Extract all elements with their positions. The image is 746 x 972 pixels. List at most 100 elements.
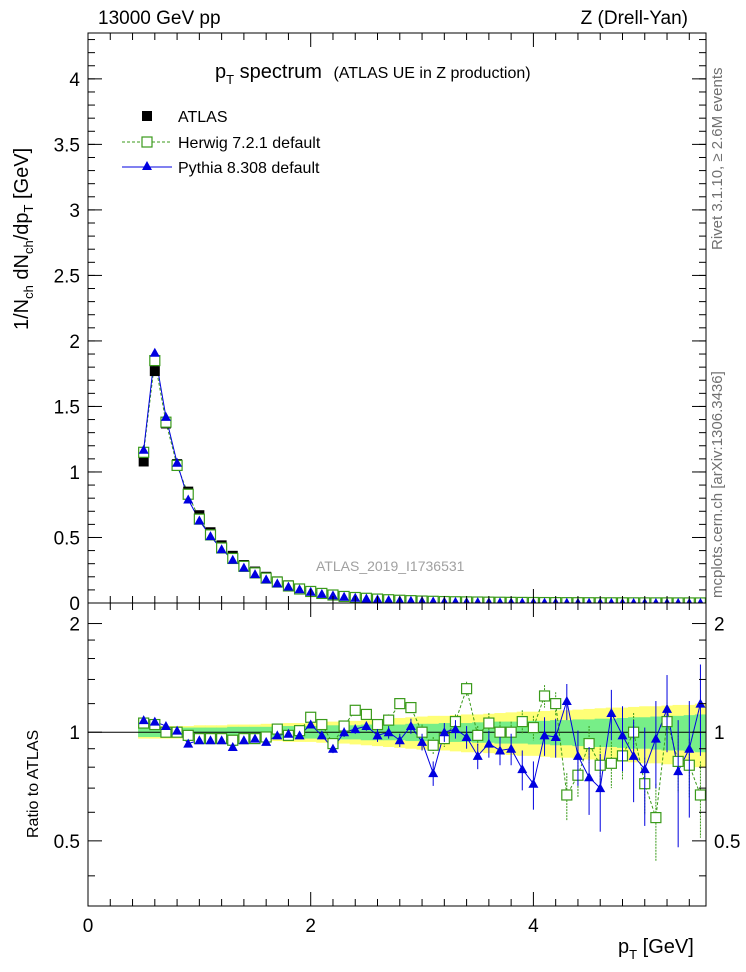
ratio-frame [87, 602, 707, 907]
pythia-point [474, 597, 482, 603]
pythia-ratio-point [205, 735, 216, 745]
herwig-ratio-point [483, 717, 495, 729]
herwig-ratio-point [550, 698, 562, 710]
pythia-point [406, 595, 415, 603]
pythia-ratio-point [261, 736, 272, 746]
pythia-point [327, 590, 338, 600]
analysis-watermark: ATLAS_2019_I1736531 [316, 558, 465, 574]
legend-item-pythia: Pythia 8.308 default [122, 160, 320, 177]
pythia-point [653, 597, 659, 603]
herwig-ratio-point [561, 789, 573, 801]
pythia-ratio-point [517, 764, 528, 774]
pythia-ratio-point [339, 727, 350, 737]
pythia-point [138, 444, 149, 454]
main-title: pT spectrum (ATLAS UE in Z production) [215, 61, 531, 87]
pythia-ratio-point [461, 731, 472, 741]
side-text-bottom: mcplots.cern.ch [arXiv:1306.3436] [709, 371, 726, 598]
pythia-point [205, 531, 216, 541]
pythia-point [283, 581, 294, 591]
pythia-point [519, 597, 526, 603]
pythia-point [429, 596, 437, 603]
pythia-ratio-point [561, 696, 572, 706]
uncertainty-band-green [561, 720, 573, 746]
pythia-ratio-point [383, 727, 394, 737]
main-title-sub: T [226, 72, 234, 87]
pythia-ratio-point [227, 741, 238, 751]
pythia-ratio-point [417, 736, 428, 746]
pythia-ratio-point [684, 743, 695, 753]
pythia-ratio-point [350, 724, 361, 734]
pythia-point [238, 562, 249, 572]
pythia-ratio-point [305, 719, 316, 729]
herwig-ratio-point [316, 718, 328, 731]
ratio-panel: 0.5 0.5 1 1 2 2 0 2 4 Ratio to ATLAS pT [GeV] [25, 602, 740, 962]
herwig-ratio-point [538, 690, 551, 702]
ratio-ytick-label: 0.5 [54, 832, 80, 853]
herwig-ratio-point [394, 698, 406, 710]
pythia-ratio-point [528, 778, 539, 788]
main-ytick-label: 4 [69, 70, 80, 91]
pythia-point [194, 515, 205, 525]
pythia-ratio-point [606, 708, 617, 718]
main-ytick-label: 2.5 [54, 266, 80, 287]
main-title-p: p [215, 61, 226, 83]
pythia-point [294, 584, 305, 594]
pythia-point [250, 569, 261, 579]
pythia-ratio-point [483, 738, 494, 748]
legend-herwig-label: Herwig 7.2.1 default [178, 135, 321, 152]
pythia-ratio-point [584, 772, 595, 782]
pythia-ratio-point [250, 733, 261, 743]
pythia-point [227, 554, 238, 564]
header-left: 13000 GeV pp [98, 8, 221, 29]
herwig-ratio-point [472, 729, 484, 741]
pythia-ratio-point [628, 750, 639, 760]
herwig-ratio-point [405, 701, 417, 714]
pythia-point [608, 597, 615, 603]
pythia-ratio-point [172, 725, 183, 735]
pythia-ratio-point [550, 731, 561, 741]
pythia-ratio-point [216, 735, 227, 745]
herwig-ratio-point [694, 789, 706, 801]
ratio-xlabel: pT [GeV] [618, 936, 694, 962]
ratio-ylabel: Ratio to ATLAS [25, 730, 42, 838]
legend-item-herwig: Herwig 7.2.1 default [122, 135, 321, 152]
side-text-top: Rivet 3.1.10, ≥ 2.6M events [709, 68, 726, 251]
pythia-point [384, 594, 394, 603]
main-ytick-label: 3.5 [54, 135, 80, 156]
herwig-ratio-point [349, 704, 361, 716]
legend-herwig-marker [141, 136, 153, 148]
main-title-note: (ATLAS UE in Z production) [333, 65, 530, 82]
pythia-ratio-point [673, 766, 684, 776]
pythia-ratio-point [595, 783, 606, 793]
pythia-ratio-point [394, 735, 405, 745]
pythia-point [339, 591, 350, 601]
pythia-ratio-point [639, 764, 650, 774]
pythia-point [563, 597, 570, 603]
pythia-point [316, 588, 327, 598]
pythia-ratio-point [160, 721, 171, 731]
pythia-ratio-point [572, 750, 583, 760]
atlas-point [138, 456, 149, 467]
main-ytick-label: 0.5 [54, 528, 80, 549]
legend-atlas-label: ATLAS [178, 109, 228, 126]
herwig-ratio-point [605, 757, 617, 769]
pythia-ratio-point [316, 730, 327, 740]
pythia-ratio-point [539, 730, 550, 740]
herwig-ratio-point [650, 811, 662, 824]
herwig-ratio-point [360, 708, 372, 721]
pythia-ratio-point [617, 730, 628, 740]
pythia-point [216, 544, 227, 554]
pythia-point [149, 347, 160, 357]
pythia-ratio-point [662, 703, 673, 713]
atlas-point [149, 366, 160, 377]
pythia-ratio-point [405, 721, 416, 731]
pythia-point [183, 494, 194, 504]
herwig-ratio-point [371, 718, 384, 731]
pythia-ratio-point [138, 715, 149, 725]
ratio-xtick-label: 2 [305, 916, 316, 937]
pythia-ratio-point [149, 716, 160, 726]
herwig-ratio-point [527, 721, 540, 734]
pythia-point [160, 411, 171, 421]
pythia-ratio-point [294, 730, 305, 740]
main-ytick-label: 1 [69, 463, 80, 484]
